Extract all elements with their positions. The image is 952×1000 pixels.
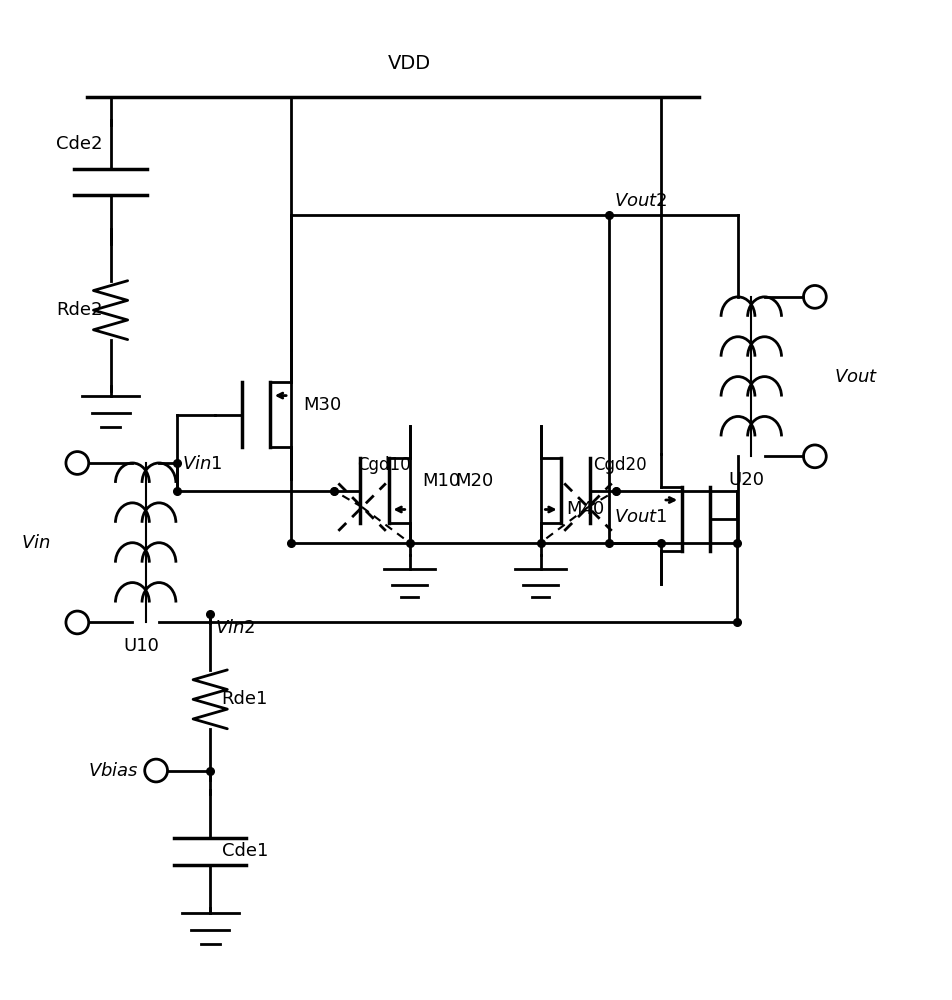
Text: U20: U20	[728, 471, 764, 489]
Text: Cgd10: Cgd10	[357, 456, 411, 474]
Text: $Vbias$: $Vbias$	[89, 762, 139, 780]
Text: $Vout$: $Vout$	[834, 368, 878, 386]
Text: $Vin2$: $Vin2$	[215, 619, 255, 637]
Text: Rde1: Rde1	[222, 690, 268, 708]
Text: Cgd20: Cgd20	[593, 456, 646, 474]
Text: Cde1: Cde1	[222, 842, 268, 860]
Text: $Vout2$: $Vout2$	[614, 192, 667, 210]
Text: VDD: VDD	[388, 54, 431, 73]
Text: M30: M30	[304, 396, 342, 414]
Text: $Vin1$: $Vin1$	[182, 455, 222, 473]
Text: U10: U10	[123, 637, 159, 655]
Text: Rde2: Rde2	[56, 301, 103, 319]
Text: $Vin$: $Vin$	[21, 534, 50, 552]
Text: M10: M10	[422, 472, 460, 490]
Text: M20: M20	[455, 472, 493, 490]
Text: $Vout1$: $Vout1$	[614, 508, 667, 526]
Text: Cde2: Cde2	[56, 135, 103, 153]
Text: M40: M40	[566, 500, 605, 518]
